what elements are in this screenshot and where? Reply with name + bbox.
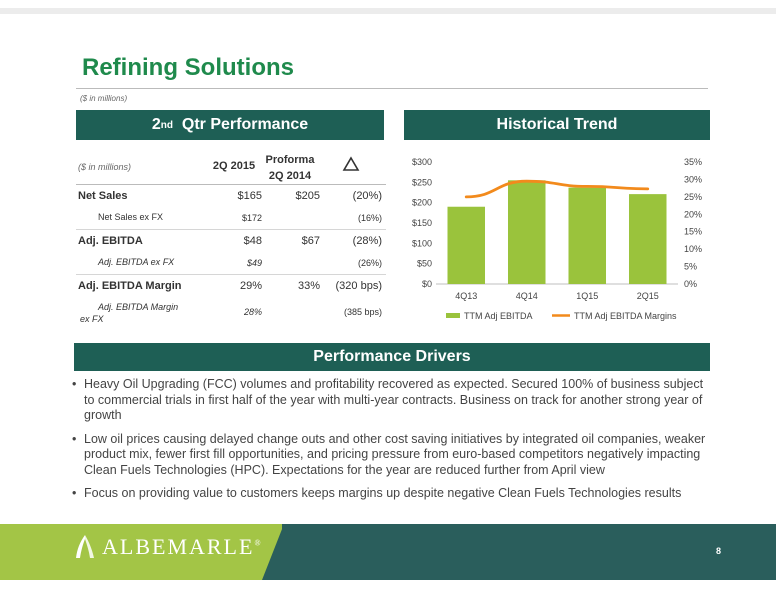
value-2q2015: $49 (246, 258, 262, 268)
value-2q2014: $67 (301, 235, 320, 247)
value-change: (320 bps) (335, 280, 382, 292)
list-item: • Heavy Oil Upgrading (FCC) volumes and … (72, 377, 712, 424)
y2-tick-label: 20% (684, 209, 702, 219)
legend-swatch-bar (446, 313, 460, 318)
table-row: Net Sales $165 $205 (20%) (76, 185, 386, 207)
y2-tick-label: 35% (684, 157, 702, 167)
y-tick-label: $0 (422, 279, 432, 289)
x-tick-label: 2Q15 (637, 291, 659, 301)
column-header-2q2015: 2Q 2015 (212, 160, 256, 172)
page-title: Refining Solutions (82, 54, 294, 81)
bullet-icon: • (72, 431, 77, 446)
series-line (464, 179, 650, 199)
y2-tick-label: 5% (684, 262, 697, 272)
bar (507, 180, 546, 284)
historical-trend-chart: $0 $50 $100 $150 $200 $250 $300 0% 5% 10% 15% 20% 25… (412, 157, 702, 321)
row-label: Adj. EBITDA (78, 235, 143, 247)
header-line: Proforma (265, 154, 315, 166)
table-row: Adj. EBITDA ex FX $49 (26%) (76, 252, 386, 275)
unit-header: ($ in millions) (78, 162, 132, 172)
y2-tick-label: 10% (684, 244, 702, 254)
y-tick-label: $100 (412, 238, 432, 248)
title-divider (76, 88, 708, 89)
value-2q2015: $172 (241, 213, 262, 223)
value-2q2015: 28% (243, 307, 262, 317)
company-logo: ALBEMARLE® (74, 534, 263, 560)
value-2q2014: 33% (297, 280, 320, 292)
value-change: (28%) (352, 235, 382, 247)
units-note: ($ in millions) (80, 94, 128, 103)
footer-band-dark (282, 524, 776, 580)
table-row: Adj. EBITDA $48 $67 (28%) (76, 230, 386, 252)
row-label: Net Sales ex FX (98, 212, 164, 222)
x-tick-label: 4Q13 (455, 291, 477, 301)
y2-tick-label: 25% (684, 192, 702, 202)
legend-label: TTM Adj EBITDA Margins (574, 311, 677, 321)
registered-mark: ® (254, 538, 263, 548)
y-tick-label: $50 (417, 259, 432, 269)
banner-ordinal: nd (160, 119, 173, 131)
bar (568, 187, 607, 284)
bullet-icon: • (72, 377, 77, 391)
banner-number: 2 (151, 116, 161, 133)
page-number: 8 (716, 546, 722, 556)
value-change: (26%) (357, 258, 382, 268)
performance-drivers-banner: Performance Drivers (74, 343, 710, 371)
list-item: • Focus on providing value to customers … (72, 486, 712, 502)
table-row: Adj. EBITDA Margin 29% 33% (320 bps) (76, 275, 386, 297)
y2-tick-label: 0% (684, 279, 697, 289)
banner-label: Performance Drivers (313, 348, 471, 365)
y2-tick-label: 15% (684, 227, 702, 237)
value-change: (20%) (352, 190, 382, 202)
row-label: Adj. EBITDA ex FX (98, 257, 175, 267)
label-line: ex FX (80, 314, 104, 324)
value-2q2015: $165 (237, 190, 262, 202)
y-tick-label: $300 (412, 157, 432, 167)
table-row: Adj. EBITDA Margin ex FX 28% (385 bps) (76, 297, 386, 329)
footer-band-light (0, 524, 290, 580)
historical-trend-banner: Historical Trend (404, 110, 710, 140)
footer-slant (262, 524, 284, 580)
row-label: Net Sales (78, 190, 128, 202)
label-line: Adj. EBITDA Margin (98, 302, 179, 312)
y-tick-label: $150 (412, 218, 432, 228)
value-2q2014: $205 (295, 190, 320, 202)
leaf-logo-icon (76, 535, 94, 558)
bullet-text: Low oil prices causing delayed change ou… (84, 431, 706, 477)
list-item: • Low oil prices causing delayed change … (72, 432, 712, 479)
logo-text: ALBEMARLE® (102, 534, 263, 560)
drivers-list: • Heavy Oil Upgrading (FCC) volumes and … (72, 377, 712, 510)
table-header: ($ in millions) 2Q 2015 Proforma 2Q 2014 (76, 148, 386, 185)
delta-icon (342, 156, 360, 171)
value-2q2015: $48 (243, 235, 262, 247)
bullet-icon: • (72, 486, 77, 500)
row-label: Adj. EBITDA Margin (78, 280, 182, 292)
header-line: 2Q 2014 (268, 170, 312, 182)
bullet-text: Focus on providing value to customers ke… (84, 486, 682, 500)
y-tick-label: $200 (412, 198, 432, 208)
bullet-text: Heavy Oil Upgrading (FCC) volumes and pr… (84, 377, 704, 422)
value-change: (16%) (357, 213, 382, 223)
bar (628, 194, 667, 284)
performance-table: ($ in millions) 2Q 2015 Proforma 2Q 2014… (76, 148, 386, 329)
top-rule (0, 8, 776, 14)
x-tick-label: 1Q15 (576, 291, 598, 301)
row-label: Adj. EBITDA Margin ex FX (80, 301, 179, 325)
value-change: (385 bps) (343, 307, 382, 317)
y2-tick-label: 30% (684, 174, 702, 184)
banner-label: Historical Trend (496, 116, 618, 133)
table-row: Net Sales ex FX $172 (16%) (76, 207, 386, 230)
legend-label: TTM Adj EBITDA (464, 311, 533, 321)
banner-label: Qtr Performance (172, 116, 309, 133)
value-2q2015: 29% (239, 280, 262, 292)
bar (447, 206, 486, 284)
y-tick-label: $250 (412, 177, 432, 187)
column-header-proforma: Proforma 2Q 2014 (254, 152, 326, 184)
logo-wordmark: ALBEMARLE (102, 534, 255, 559)
x-tick-label: 4Q14 (516, 291, 538, 301)
